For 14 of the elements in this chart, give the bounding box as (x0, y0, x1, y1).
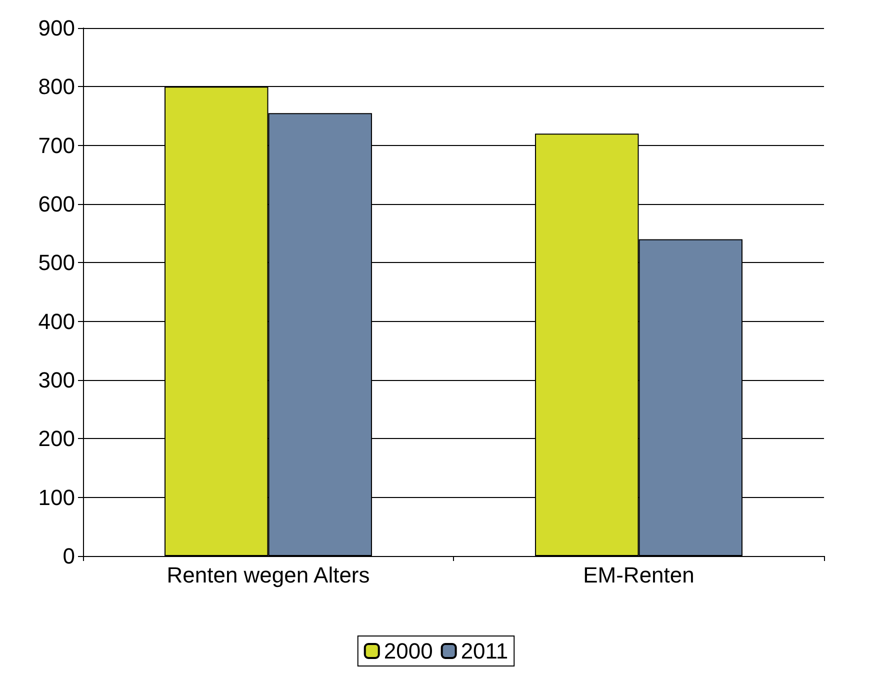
y-tick-label: 600 (38, 192, 75, 216)
y-tick-label: 700 (38, 132, 75, 158)
y-tick-label: 900 (38, 16, 75, 40)
x-tick-label: EM-Renten (583, 562, 694, 588)
y-tick-label: 500 (38, 250, 75, 276)
y-tick-label: 400 (38, 308, 75, 334)
y-tick-label: 800 (38, 74, 75, 100)
x-tick-label: Renten wegen Alters (166, 562, 370, 588)
legend-label: 2000 (384, 638, 433, 664)
legend-label: 2011 (460, 638, 508, 664)
y-tick-label: 300 (38, 368, 75, 392)
y-tick-label: 200 (38, 426, 75, 452)
y-tick-label: 0 (62, 544, 75, 568)
y-tick-label: 100 (38, 484, 75, 510)
